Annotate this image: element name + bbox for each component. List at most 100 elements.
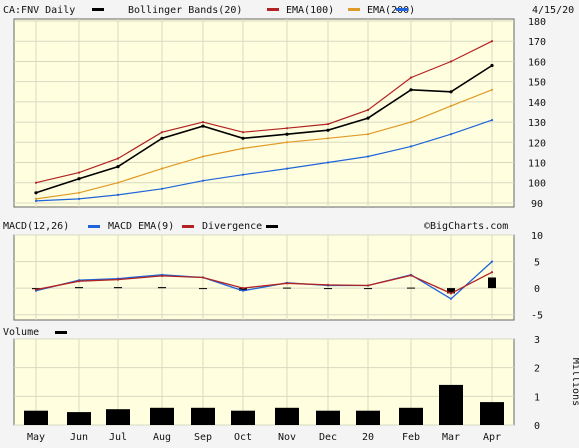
macd-point-1-2 — [116, 278, 120, 281]
macd-point-1-11 — [490, 271, 494, 274]
x-tick-label-9: Feb — [402, 432, 420, 443]
price-point-1-7 — [326, 123, 330, 126]
macd-label: MACD(12,26) — [3, 221, 69, 232]
divergence-bar-3 — [158, 287, 166, 289]
price-point-0-1 — [77, 177, 81, 181]
x-tick-label-1: Jun — [70, 432, 88, 443]
price-y-tick-90: 90 — [531, 199, 543, 210]
price-point-1-9 — [409, 76, 413, 79]
volume-y-tick-1: 1 — [534, 392, 540, 403]
ticker-label: CA:FNV Daily — [3, 5, 75, 16]
price-point-2-2 — [116, 181, 120, 184]
price-y-tick-180: 180 — [528, 17, 546, 28]
macd-point-1-4 — [201, 276, 205, 279]
macd-point-1-5 — [241, 287, 245, 290]
chart-marks — [24, 40, 504, 425]
price-point-3-11 — [490, 119, 494, 122]
ema100-legend-swatch — [348, 8, 360, 11]
price-point-2-7 — [326, 137, 330, 140]
price-point-2-8 — [366, 133, 370, 136]
price-series-line-2 — [35, 89, 493, 200]
watermark: ©BigCharts.com — [424, 221, 508, 232]
price-point-1-1 — [77, 171, 81, 174]
price-point-0-8 — [366, 116, 370, 120]
price-point-1-3 — [160, 131, 164, 134]
price-point-3-5 — [241, 173, 245, 176]
divergence-bar-9 — [407, 287, 415, 289]
macd-y-tick-10: 10 — [531, 231, 543, 242]
volume-bar-8 — [356, 410, 380, 425]
x-tick-label-0: May — [27, 432, 45, 443]
macd-point-0-11 — [490, 260, 494, 263]
volume-y-tick-3: 3 — [534, 335, 540, 346]
x-tick-label-8: 20 — [362, 432, 374, 443]
price-point-0-5 — [241, 136, 245, 140]
macd-point-0-10 — [449, 297, 453, 300]
price-point-0-4 — [201, 124, 205, 128]
volume-y-tick-2: 2 — [534, 364, 540, 375]
price-point-3-3 — [160, 187, 164, 190]
price-point-0-3 — [160, 136, 164, 140]
price-point-3-4 — [201, 179, 205, 182]
price-point-0-9 — [409, 88, 413, 92]
price-y-tick-120: 120 — [528, 138, 546, 149]
macd-point-0-5 — [241, 289, 245, 292]
price-point-3-9 — [409, 145, 413, 148]
macd-point-1-0 — [34, 288, 38, 291]
volume-bar-9 — [399, 407, 423, 425]
price-y-tick-110: 110 — [528, 159, 546, 170]
volume-bar-6 — [275, 407, 299, 425]
divergence-bar-2 — [114, 287, 122, 289]
price-point-3-10 — [449, 133, 453, 136]
price-point-1-6 — [285, 127, 289, 130]
price-point-0-6 — [285, 132, 289, 136]
macd-y-tick--5: -5 — [531, 311, 543, 322]
divergence-legend-swatch — [266, 225, 278, 228]
price-point-0-10 — [449, 90, 453, 94]
price-point-2-1 — [77, 191, 81, 194]
volume-legend-swatch — [55, 331, 67, 334]
ema200-label: EMA(200) — [367, 5, 415, 16]
price-point-0-2 — [116, 165, 120, 169]
price-point-1-8 — [366, 108, 370, 112]
divergence-label: Divergence — [202, 221, 262, 232]
volume-bar-10 — [439, 384, 463, 425]
x-tick-label-2: Jul — [109, 432, 127, 443]
price-point-1-0 — [34, 181, 38, 184]
price-point-3-1 — [77, 197, 81, 200]
price-legend-swatch — [92, 8, 104, 11]
volume-y-tick-0: 0 — [534, 421, 540, 432]
volume-bar-1 — [67, 412, 91, 425]
x-tick-label-3: Aug — [153, 432, 171, 443]
price-y-tick-140: 140 — [528, 98, 546, 109]
price-point-1-5 — [241, 131, 245, 134]
macd-y-tick-5: 5 — [534, 258, 540, 269]
macd-point-1-3 — [160, 274, 164, 277]
price-point-3-7 — [326, 161, 330, 164]
price-point-3-0 — [34, 199, 38, 202]
divergence-bar-1 — [75, 287, 83, 289]
price-y-tick-170: 170 — [528, 37, 546, 48]
divergence-bar-8 — [364, 288, 372, 290]
price-point-0-11 — [490, 63, 494, 68]
macd-point-1-10 — [449, 292, 453, 295]
volume-bar-7 — [316, 410, 340, 425]
macd-ema-legend-swatch — [182, 225, 194, 228]
x-tick-label-6: Nov — [278, 432, 296, 443]
macd-point-1-9 — [409, 274, 413, 277]
macd-point-1-1 — [77, 280, 81, 283]
price-point-1-11 — [490, 40, 494, 43]
divergence-bar-4 — [199, 288, 207, 290]
divergence-bar-10 — [447, 288, 455, 294]
macd-point-1-8 — [366, 284, 370, 287]
x-tick-label-5: Oct — [234, 432, 252, 443]
price-point-2-6 — [285, 141, 289, 144]
macd-y-tick-0: 0 — [534, 284, 540, 295]
divergence-bar-5 — [239, 288, 247, 291]
bollinger-legend-swatch — [267, 8, 279, 11]
date-label: 4/15/20 — [532, 5, 574, 16]
volume-bar-5 — [231, 410, 255, 425]
x-tick-label-10: Mar — [442, 432, 460, 443]
